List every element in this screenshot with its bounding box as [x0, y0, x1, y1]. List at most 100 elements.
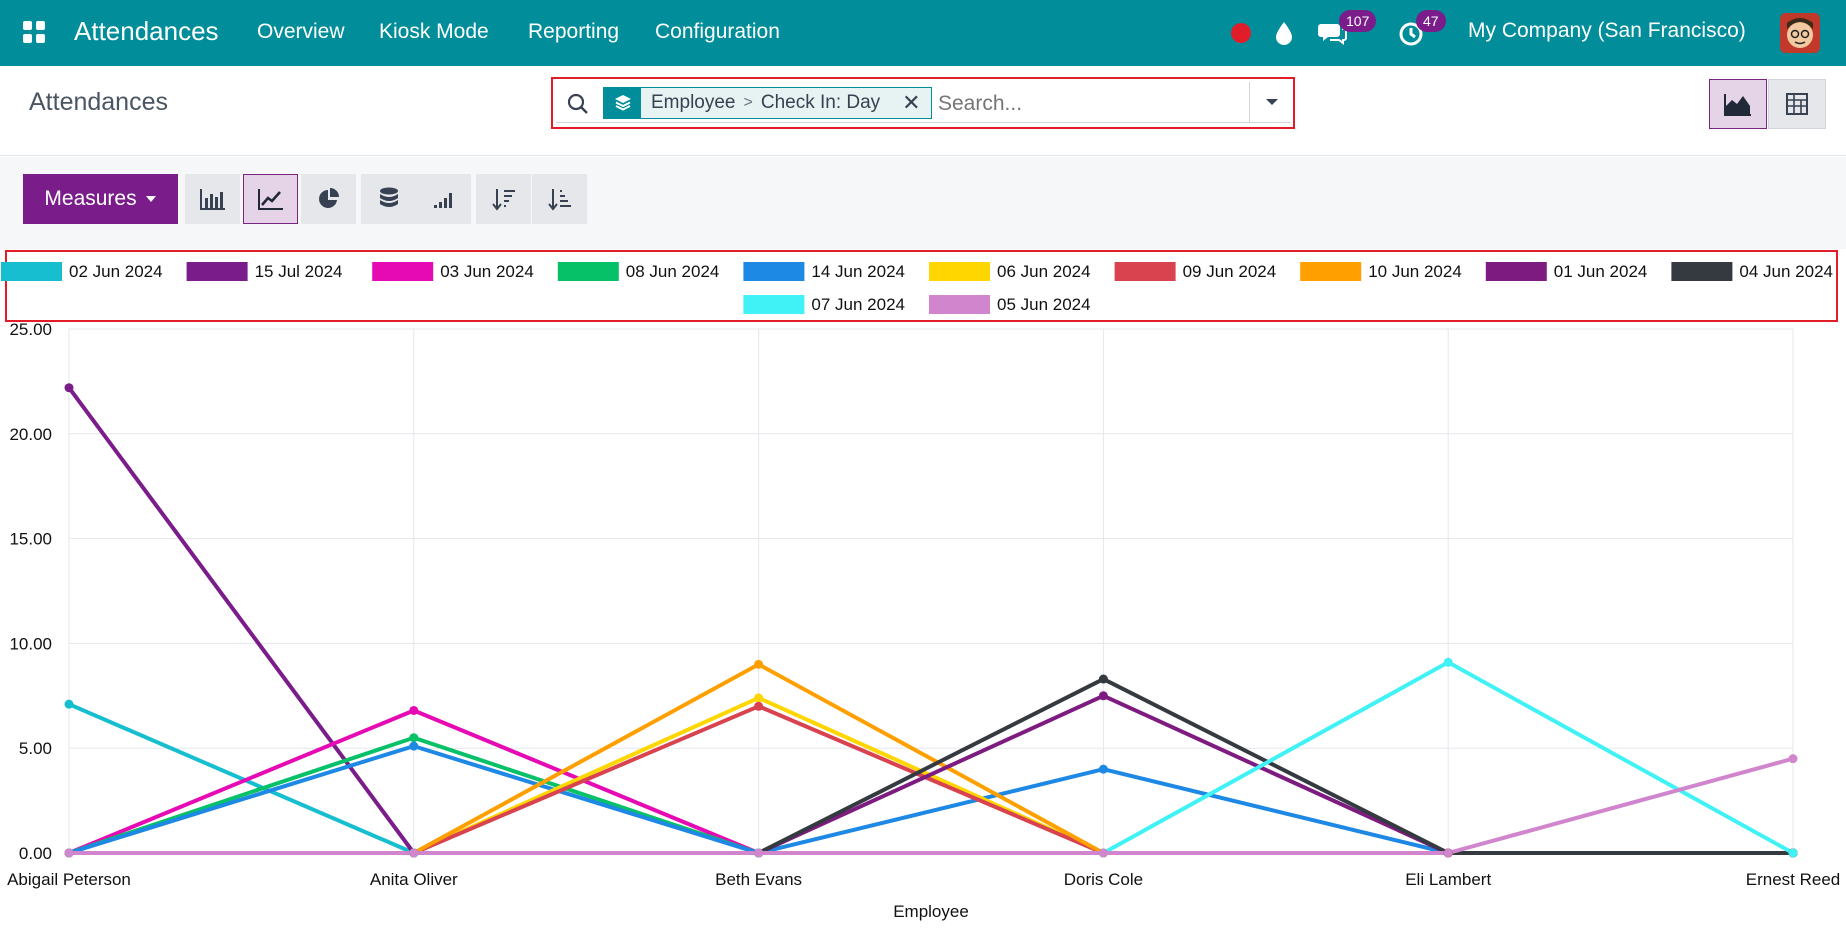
data-point [409, 741, 419, 751]
legend-swatch [1300, 262, 1362, 281]
x-tick-label: Abigail Peterson [7, 870, 131, 889]
graph-view-button[interactable] [1709, 79, 1767, 129]
legend-swatch [372, 262, 434, 281]
legend-swatch [1114, 262, 1176, 281]
x-tick-label: Ernest Reed [1746, 870, 1841, 889]
data-point [1098, 848, 1108, 858]
legend-swatch [929, 262, 990, 281]
x-tick-label: Beth Evans [715, 870, 802, 889]
company-switcher[interactable]: My Company (San Francisco) [1468, 19, 1746, 42]
pie-chart-icon [318, 188, 339, 208]
page-title: Attendances [29, 88, 168, 116]
series-line [69, 756, 1794, 855]
y-tick-label: 0.00 [19, 844, 52, 863]
data-point [409, 733, 419, 743]
data-point [1098, 764, 1108, 774]
caret-down-icon [145, 196, 156, 202]
menu-configuration[interactable]: Configuration [655, 20, 780, 43]
y-tick-label: 25.00 [9, 320, 52, 339]
measures-dropdown[interactable]: Measures [23, 174, 178, 224]
legend-swatch [929, 295, 990, 314]
legend-label: 06 Jun 2024 [997, 262, 1091, 281]
user-avatar[interactable] [1780, 13, 1820, 53]
apps-grid-icon[interactable] [22, 20, 46, 44]
data-point [1098, 674, 1108, 684]
clock-activity-icon[interactable] [1396, 18, 1426, 48]
data-point [409, 848, 419, 858]
facet-sub-label: Check In: Day [760, 92, 881, 113]
y-tick-label: 15.00 [9, 530, 52, 549]
legend-label: 07 Jun 2024 [811, 295, 905, 314]
legend-label: 14 Jun 2024 [811, 262, 905, 281]
sort-ascending-button[interactable] [532, 174, 587, 224]
data-point [754, 848, 764, 858]
data-point [754, 701, 764, 711]
data-point [64, 699, 74, 709]
data-point [1443, 848, 1453, 858]
bar-chart-button[interactable] [185, 174, 240, 224]
legend-swatch [1485, 262, 1547, 281]
messages-badge: 107 [1339, 10, 1377, 32]
legend-swatch [743, 262, 805, 281]
pie-chart-button[interactable] [301, 174, 356, 224]
menu-reporting[interactable]: Reporting [528, 20, 620, 43]
search-bar[interactable] [556, 81, 1290, 123]
legend-label: 09 Jun 2024 [1183, 262, 1277, 281]
series-line [68, 735, 1793, 855]
legend-label: 01 Jun 2024 [1554, 262, 1648, 281]
data-point [754, 693, 764, 703]
facet-group-label: Employee [651, 92, 736, 113]
sort-ascending-icon [547, 189, 571, 211]
pivot-view-button[interactable] [1768, 79, 1826, 129]
legend-label: 03 Jun 2024 [440, 262, 534, 281]
line-chart: 0.00 5.00 10.00 15.00 20.00 25.00 Abigail Pete… [1, 262, 1841, 921]
search-options-toggle[interactable] [1249, 82, 1293, 122]
measures-label: Measures [44, 187, 137, 210]
legend-label: 02 Jun 2024 [69, 262, 163, 281]
y-tick-label: 5.00 [19, 739, 52, 758]
x-tick-label: Eli Lambert [1405, 870, 1491, 889]
data-point [1788, 848, 1798, 858]
y-tick-label: 10.00 [9, 634, 52, 653]
legend-swatch [1671, 262, 1733, 281]
legend-label: 04 Jun 2024 [1739, 262, 1833, 281]
signal-bars-icon [433, 193, 452, 208]
legend-swatch [743, 295, 805, 314]
stacked-button[interactable] [361, 174, 416, 224]
app-title[interactable]: Attendances [74, 16, 219, 46]
y-tick-label: 20.00 [9, 425, 52, 444]
search-input[interactable] [938, 89, 1238, 119]
search-icon[interactable] [566, 92, 590, 116]
legend-swatch [1, 262, 62, 281]
line-chart-button[interactable] [243, 174, 298, 224]
data-point [1098, 691, 1108, 701]
remove-facet-icon[interactable]: ✕ [902, 90, 921, 115]
legend-label: 08 Jun 2024 [626, 262, 720, 281]
database-stack-icon [379, 187, 398, 207]
legend-swatch [186, 262, 248, 281]
cumulative-button[interactable] [416, 174, 471, 224]
menu-overview[interactable]: Overview [257, 20, 345, 43]
data-point [64, 848, 74, 858]
line-chart-icon [257, 189, 283, 210]
table-grid-icon [1786, 93, 1808, 115]
series-line [68, 744, 1793, 855]
caret-down-icon [1265, 99, 1278, 105]
search-highlight-frame [551, 77, 1295, 129]
data-point [409, 705, 419, 715]
record-dot-icon[interactable] [1226, 18, 1256, 48]
x-axis-label: Employee [893, 902, 969, 921]
water-drop-icon[interactable] [1269, 18, 1299, 48]
legend-label: 05 Jun 2024 [997, 295, 1091, 314]
bar-chart-icon [199, 189, 225, 210]
series-line [67, 386, 1793, 855]
sort-descending-icon [491, 189, 515, 211]
search-facet-groupby[interactable]: Employee > Check In: Day ✕ [603, 87, 932, 119]
series-line [69, 662, 1793, 855]
sort-descending-button[interactable] [476, 174, 531, 224]
area-chart-icon [1724, 94, 1751, 116]
data-point [64, 383, 74, 393]
data-point [1443, 657, 1453, 667]
menu-kiosk-mode[interactable]: Kiosk Mode [379, 20, 489, 43]
legend-label: 15 Jul 2024 [255, 262, 343, 281]
